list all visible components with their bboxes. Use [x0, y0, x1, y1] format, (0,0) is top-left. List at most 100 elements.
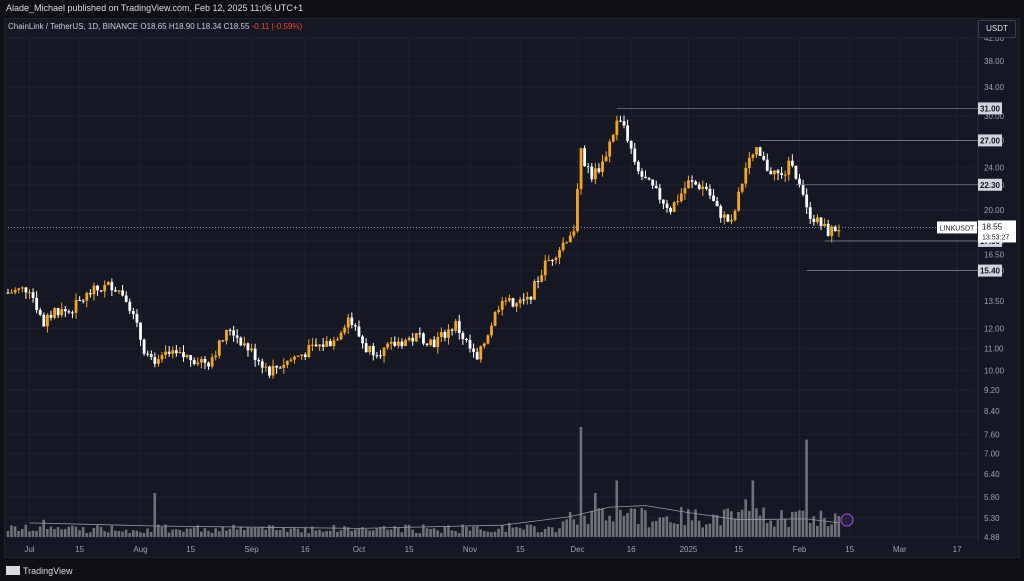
volume-bar [239, 526, 242, 537]
volume-bar [697, 520, 701, 537]
volume-bar [10, 525, 13, 537]
candle-body [833, 226, 837, 232]
candle-body [328, 340, 332, 347]
candle-body [131, 311, 135, 315]
candle-body [178, 352, 182, 354]
volume-bar [382, 526, 386, 537]
candle-body [486, 335, 490, 344]
candle-body [78, 299, 82, 301]
volume-bar [336, 531, 339, 537]
currency-button[interactable]: USDT [978, 20, 1016, 38]
volume-bar [203, 528, 207, 537]
candle-body [593, 168, 597, 180]
candle-body [450, 329, 454, 331]
volume-bar [271, 525, 275, 537]
volume-bar [242, 530, 246, 537]
volume-bar [676, 523, 679, 537]
volume-bar [461, 524, 465, 537]
candle-body [321, 344, 325, 347]
x-tick-label: 17 [953, 545, 962, 554]
candle-body [622, 121, 626, 126]
candle-body [425, 343, 429, 346]
candle-body [679, 193, 683, 202]
level-price-label: 27.00 [980, 136, 1001, 145]
volume-bar [604, 520, 608, 537]
candle-body [508, 298, 511, 301]
volume-bar [651, 521, 654, 537]
volume-bar [776, 519, 780, 537]
candle-body [525, 296, 529, 300]
volume-bar [42, 519, 46, 537]
candle-body [644, 176, 647, 179]
volume-bar [787, 526, 790, 537]
candle-body [225, 329, 228, 341]
volume-bar [318, 529, 321, 537]
candle-body [568, 235, 572, 243]
volume-bar [368, 530, 371, 537]
candle-body [379, 355, 382, 357]
candle-body [88, 293, 92, 295]
publisher-text: Alade_Michael published on TradingView.c… [6, 3, 304, 13]
publisher-bar: Alade_Michael published on TradingView.c… [0, 0, 1024, 18]
candle-body [787, 160, 791, 175]
volume-bar [593, 493, 597, 537]
volume-bar [350, 530, 354, 537]
candle-body [332, 340, 336, 347]
volume-bar [457, 533, 461, 537]
volume-bar [110, 525, 114, 537]
volume-bar [833, 513, 837, 537]
candle-body [751, 154, 755, 158]
candle-body [407, 337, 411, 341]
candle-body [396, 341, 400, 346]
volume-bar [142, 532, 146, 537]
legend-symbol: ChainLink / TetherUS, 1D, BINANCE [8, 22, 139, 31]
volume-bar [644, 510, 647, 537]
volume-bar [586, 524, 590, 537]
volume-bar [515, 526, 518, 537]
candle-body [629, 140, 633, 149]
volume-bar [192, 527, 196, 537]
volume-bar [339, 530, 343, 537]
candle-body [375, 355, 379, 357]
candle-body [658, 188, 662, 200]
volume-bar [354, 529, 357, 537]
candle-body [740, 183, 744, 192]
candle-body [665, 203, 669, 208]
legend-open: O18.65 [140, 22, 167, 31]
symbol-tag-label: LINKUSDT [940, 225, 975, 232]
volume-bar [798, 510, 801, 537]
volume-bar [285, 531, 289, 537]
volume-bar [816, 525, 819, 537]
candle-body [604, 156, 608, 162]
candle-body [676, 201, 680, 203]
volume-bar [719, 525, 722, 537]
candle-body [404, 340, 407, 347]
symbol-tag [937, 221, 977, 234]
candle-body [371, 346, 375, 356]
volume-bar [733, 518, 737, 537]
volume-bar [422, 524, 425, 537]
x-tick-label: 15 [845, 545, 854, 554]
candle-body [801, 184, 805, 195]
volume-bar [529, 524, 533, 537]
volume-bar [56, 527, 60, 537]
volume-bar [511, 527, 515, 537]
candle-body [20, 287, 24, 289]
candle-body [45, 314, 49, 327]
candle-body [99, 290, 103, 292]
volume-bar [432, 528, 436, 537]
candle-body [196, 362, 200, 365]
volume-bar [257, 528, 260, 537]
volume-bar [210, 532, 214, 537]
volume-bar [683, 525, 687, 537]
x-tick-label: 16 [301, 545, 310, 554]
volume-bar [171, 529, 174, 537]
level-price-tag [978, 264, 1002, 277]
candle-body [182, 352, 185, 358]
volume-bar [414, 532, 418, 537]
tradingview-logo[interactable]: TradingView [6, 566, 73, 576]
volume-bar [346, 527, 350, 537]
volume-bar [404, 524, 407, 537]
volume-bar [429, 528, 432, 537]
